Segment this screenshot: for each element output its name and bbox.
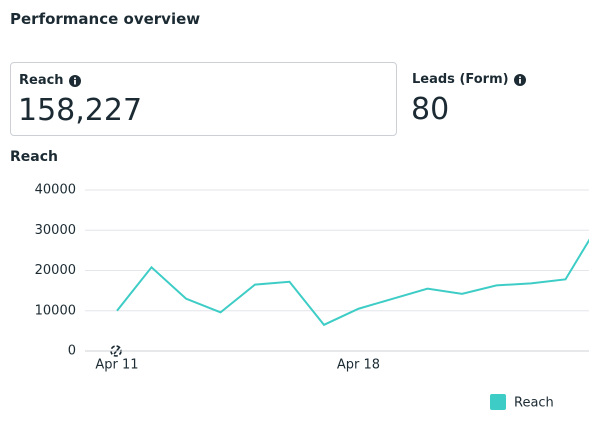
info-icon[interactable] [68, 74, 81, 87]
metric-card[interactable]: Leads (Form) 80 [404, 62, 589, 136]
y-tick-label: 0 [68, 344, 76, 359]
page-title: Performance overview [10, 10, 201, 28]
metric-card[interactable]: Reach 158,227 [10, 62, 397, 136]
x-tick-label: Apr 11 [95, 358, 138, 373]
chart-title: Reach [10, 150, 58, 165]
metric-label-row: Reach [19, 73, 81, 88]
y-tick-label: 10000 [35, 303, 76, 318]
metric-label: Leads (Form) [412, 72, 509, 87]
info-icon[interactable] [513, 73, 526, 86]
metric-label-row: Leads (Form) [412, 72, 526, 87]
y-tick-label: 20000 [35, 263, 76, 278]
y-tick-label: 40000 [35, 183, 76, 198]
y-tick-label: 30000 [35, 223, 76, 238]
legend-swatch [490, 394, 506, 410]
metric-value: 158,227 [18, 93, 143, 128]
chart: Reach 0 10000 20000 30000 40000 Apr 11 Apr 18 R… [10, 150, 589, 411]
data-line [116, 238, 589, 327]
metric-value: 80 [411, 92, 450, 127]
x-tick-label: Apr 18 [337, 358, 380, 373]
metric-label: Reach [19, 73, 64, 88]
legend-label: Reach [514, 396, 554, 411]
